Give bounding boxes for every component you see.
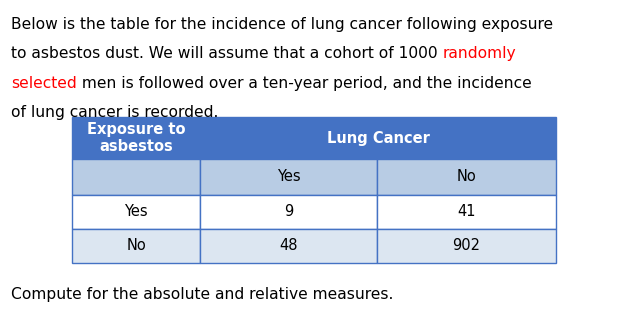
Bar (72, 117, 200, 159)
Text: 902: 902 (452, 238, 480, 253)
Text: No: No (126, 238, 146, 253)
Text: Below is the table for the incidence of lung cancer following exposure: Below is the table for the incidence of … (11, 17, 553, 32)
Text: Lung Cancer: Lung Cancer (327, 131, 430, 146)
Text: of lung cancer is recorded.: of lung cancer is recorded. (11, 105, 219, 120)
Bar (200, 229, 377, 263)
Text: Compute for the absolute and relative measures.: Compute for the absolute and relative me… (11, 287, 394, 302)
Bar (72, 229, 200, 263)
Bar (72, 159, 200, 195)
Text: 41: 41 (457, 204, 475, 219)
Text: men is followed over a ten-year period, and the incidence: men is followed over a ten-year period, … (77, 76, 532, 91)
Text: 9: 9 (284, 204, 293, 219)
Bar (377, 195, 556, 229)
Bar (377, 229, 556, 263)
Text: randomly: randomly (443, 46, 516, 61)
Text: Exposure to
asbestos: Exposure to asbestos (87, 122, 185, 154)
Bar (200, 195, 377, 229)
Text: No: No (457, 169, 476, 184)
Text: 48: 48 (279, 238, 298, 253)
Bar (72, 195, 200, 229)
Text: to asbestos dust. We will assume that a cohort of 1000: to asbestos dust. We will assume that a … (11, 46, 443, 61)
Bar (200, 159, 377, 195)
Bar (377, 159, 556, 195)
Text: Yes: Yes (277, 169, 300, 184)
Text: Yes: Yes (124, 204, 148, 219)
Bar (200, 117, 556, 159)
Text: selected: selected (11, 76, 77, 91)
